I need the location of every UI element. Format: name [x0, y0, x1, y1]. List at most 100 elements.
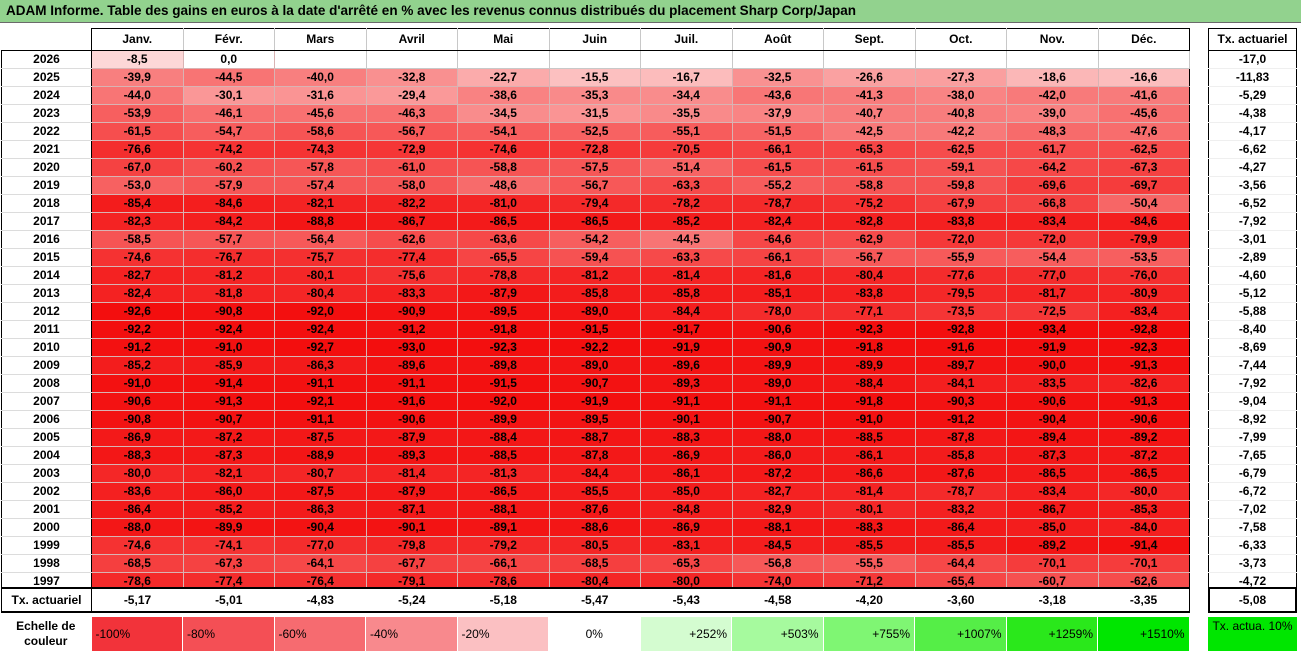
- actuarial-row: -9,04: [1208, 392, 1297, 411]
- gain-cell: -81,7: [1006, 284, 1099, 303]
- gain-cell: -34,5: [457, 104, 550, 123]
- gain-cell: -83,3: [366, 284, 458, 303]
- gain-cell: -30,1: [183, 86, 275, 105]
- actuarial-row: -6,33: [1208, 536, 1297, 555]
- gain-cell: -90,9: [366, 302, 458, 321]
- gain-cell: -92,0: [274, 302, 367, 321]
- gain-cell: -48,6: [457, 176, 550, 195]
- year-label: 2026: [1, 50, 92, 69]
- gain-cell: -64,2: [1006, 158, 1099, 177]
- gain-cell: -89,5: [549, 410, 641, 429]
- gain-cell: -54,2: [549, 230, 641, 249]
- actuarial-value: -7,58: [1208, 518, 1297, 537]
- actuarial-footer-row: Tx. actuariel -5,17 -5,01 -4,83 -5,24 -5,18 -5…: [1, 587, 1190, 613]
- gain-cell: -84,5: [732, 536, 824, 555]
- table-row: 2006 -90,8 -90,7 -91,1 -90,6 -89,9 -89,5 -90,1-…: [1, 410, 1190, 429]
- footer-value: -3,60: [915, 587, 1007, 613]
- gain-cell: -76,0: [1098, 266, 1190, 285]
- gain-cell: -88,3: [823, 518, 916, 537]
- gain-cell: -89,0: [549, 356, 641, 375]
- gain-cell: -82,1: [274, 194, 367, 213]
- gain-cell: -86,9: [640, 518, 733, 537]
- month-header: Févr.: [183, 28, 275, 51]
- gain-cell: [549, 50, 641, 69]
- gain-cell: -22,7: [457, 68, 550, 87]
- gain-cell: -69,7: [1098, 176, 1190, 195]
- gain-cell: -85,2: [91, 356, 184, 375]
- year-label: 2017: [1, 212, 92, 231]
- scale-swatch: 0%: [548, 617, 641, 651]
- actuarial-row: -7,44: [1208, 356, 1297, 375]
- month-header: Nov.: [1006, 28, 1099, 51]
- gain-cell: -67,9: [915, 194, 1007, 213]
- gain-cell: -62,9: [823, 230, 916, 249]
- actuarial-value: -9,04: [1208, 392, 1297, 411]
- gain-cell: -48,3: [1006, 122, 1099, 141]
- year-label: 2022: [1, 122, 92, 141]
- gain-cell: -46,3: [366, 104, 458, 123]
- actuarial-value: -4,27: [1208, 158, 1297, 177]
- gain-cell: -86,1: [823, 446, 916, 465]
- gain-cell: -90,8: [91, 410, 184, 429]
- gain-cell: -89,2: [1006, 536, 1099, 555]
- year-label: 1999: [1, 536, 92, 555]
- gain-cell: -88,0: [91, 518, 184, 537]
- gain-cell: -89,5: [457, 302, 550, 321]
- table-row: 2001 -86,4 -85,2 -86,3 -87,1 -88,1 -87,6 -84,8-…: [1, 500, 1190, 519]
- year-label: 2023: [1, 104, 92, 123]
- gain-cell: -85,5: [823, 536, 916, 555]
- gain-cell: -85,2: [183, 500, 275, 519]
- gain-cell: -87,9: [457, 284, 550, 303]
- gain-cell: -91,7: [640, 320, 733, 339]
- year-label: 2003: [1, 464, 92, 483]
- gain-cell: -82,4: [732, 212, 824, 231]
- gain-cell: -67,3: [1098, 158, 1190, 177]
- gain-cell: -54,7: [183, 122, 275, 141]
- gain-cell: -15,5: [549, 68, 641, 87]
- gain-cell: -84,4: [640, 302, 733, 321]
- gain-cell: -78,2: [640, 194, 733, 213]
- gain-cell: -39,9: [91, 68, 184, 87]
- table-row: 1997 -78,6 -77,4 -76,4 -79,1 -78,6 -80,4 -80,0-…: [1, 572, 1190, 591]
- gain-cell: -88,3: [640, 428, 733, 447]
- gain-cell: -40,0: [274, 68, 367, 87]
- table-row: 2014 -82,7 -81,2 -80,1 -75,6 -78,8 -81,2 -81,4-…: [1, 266, 1190, 285]
- month-header: Janv.: [91, 28, 184, 51]
- gain-cell: -44,5: [183, 68, 275, 87]
- gain-cell: -84,4: [549, 464, 641, 483]
- gain-cell: -89,9: [732, 356, 824, 375]
- gain-cell: -83,6: [91, 482, 184, 501]
- actuarial-row: -8,40: [1208, 320, 1297, 339]
- gain-cell: -87,5: [274, 482, 367, 501]
- gain-cell: -85,2: [640, 212, 733, 231]
- actuarial-row: -6,72: [1208, 482, 1297, 501]
- gain-cell: -92,6: [91, 302, 184, 321]
- gain-cell: -84,8: [640, 500, 733, 519]
- gain-cell: -86,7: [1006, 500, 1099, 519]
- gain-cell: -72,8: [549, 140, 641, 159]
- gain-cell: 0,0: [182, 50, 275, 69]
- gain-cell: -86,9: [91, 428, 184, 447]
- gain-cell: -57,7: [183, 230, 275, 249]
- gain-cell: [1006, 50, 1099, 69]
- gain-cell: -91,1: [274, 374, 367, 393]
- actuarial-value: -3,56: [1208, 176, 1297, 195]
- gain-cell: -42,0: [1006, 86, 1099, 105]
- gain-cell: -32,8: [366, 68, 458, 87]
- gain-cell: -89,8: [457, 356, 550, 375]
- actuarial-row: -8,69: [1208, 338, 1297, 357]
- gain-cell: -90,7: [549, 374, 641, 393]
- gain-cell: -91,5: [457, 374, 550, 393]
- actuarial-row: -2,89: [1208, 248, 1297, 267]
- actuarial-value: -17,0: [1208, 50, 1297, 69]
- gain-cell: -35,5: [640, 104, 733, 123]
- actuarial-value: -5,29: [1208, 86, 1297, 105]
- table-row: 1999 -74,6 -74,1 -77,0 -79,8 -79,2 -80,5 -83,1-…: [1, 536, 1190, 555]
- gain-cell: -90,1: [640, 410, 733, 429]
- gain-cell: -51,5: [732, 122, 824, 141]
- gain-cell: -81,4: [640, 266, 733, 285]
- gain-cell: -89,0: [549, 302, 641, 321]
- gain-cell: -73,5: [915, 302, 1007, 321]
- year-label: 2001: [1, 500, 92, 519]
- month-header: Août: [732, 28, 824, 51]
